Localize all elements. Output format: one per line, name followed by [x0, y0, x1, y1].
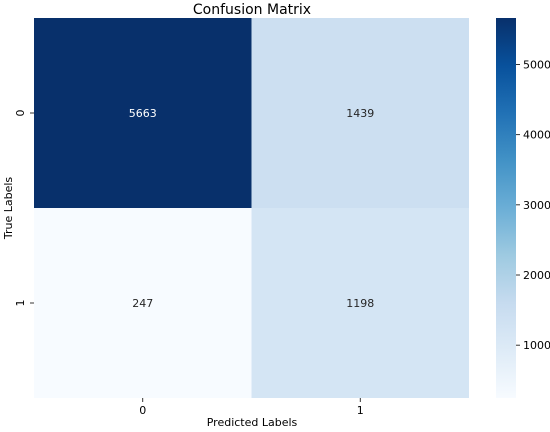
heatmap-cell-0-0	[34, 18, 252, 208]
colorbar-tick-label-2: 3000	[523, 199, 550, 212]
y-tick-label-0: 0	[14, 110, 27, 117]
heatmap-cell-1-1	[251, 208, 469, 398]
x-tick-label-1: 1	[357, 404, 364, 417]
x-axis-label: Predicted Labels	[207, 416, 298, 429]
y-axis-ticks: 01	[14, 110, 34, 307]
x-tick-label-0: 0	[139, 404, 146, 417]
heatmap-cell-0-1	[251, 18, 469, 208]
y-tick-label-1: 1	[14, 300, 27, 307]
colorbar	[496, 18, 516, 398]
chart-title: Confusion Matrix	[193, 2, 311, 18]
heatmap-cell-labels: 5663 1439 247 1198	[129, 107, 375, 310]
colorbar-tick-label-0: 1000	[523, 339, 550, 352]
y-axis-label: True Labels	[2, 177, 15, 241]
colorbar-tick-label-3: 4000	[523, 129, 550, 142]
heatmap-cells	[34, 18, 469, 398]
cell-value-1-0: 247	[132, 297, 153, 310]
cell-value-0-0: 5663	[129, 107, 157, 120]
colorbar-tick-label-1: 2000	[523, 269, 550, 282]
cell-value-1-1: 1198	[346, 297, 374, 310]
heatmap-cell-1-0	[34, 208, 252, 398]
colorbar-ticks: 1000 2000 3000 4000 5000	[516, 59, 550, 352]
cell-value-0-1: 1439	[346, 107, 374, 120]
colorbar-tick-label-4: 5000	[523, 59, 550, 72]
